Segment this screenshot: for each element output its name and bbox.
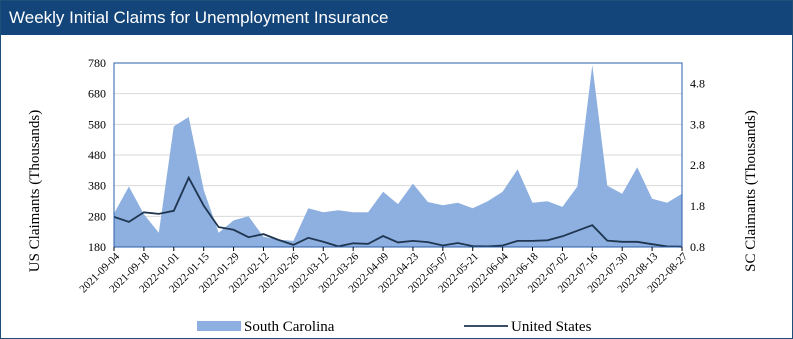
- right-axis-label: SC Claimants (Thousands): [743, 110, 759, 272]
- left-tick-label: 380: [88, 179, 106, 193]
- left-tick-label: 280: [88, 209, 106, 223]
- legend-south-carolina-swatch: [197, 321, 241, 331]
- united-states-line: [113, 175, 683, 248]
- plot-area-border: [113, 62, 683, 248]
- left-tick-label: 180: [88, 240, 106, 254]
- left-tick-label: 680: [88, 87, 106, 101]
- right-tick-label: 3.8: [690, 117, 705, 131]
- right-tick-label: 1.8: [690, 199, 705, 213]
- right-axis-ticks: 4.8 3.8 2.8 1.8 0.8: [690, 76, 705, 254]
- chart-title: Weekly Initial Claims for Unemployment I…: [9, 8, 389, 27]
- legend: South Carolina United States: [197, 319, 592, 335]
- title-bar: Weekly Initial Claims for Unemployment I…: [1, 1, 792, 35]
- right-tick-label: 4.8: [690, 76, 705, 90]
- left-axis-ticks: 780 680 580 480 380 280 180: [88, 56, 106, 254]
- legend-south-carolina-label: South Carolina: [244, 319, 335, 335]
- south-carolina-area: [114, 65, 682, 247]
- right-tick-label: 0.8: [690, 240, 705, 254]
- left-tick-label: 480: [88, 148, 106, 162]
- legend-united-states-label: United States: [511, 319, 592, 335]
- left-tick-label: 580: [88, 117, 106, 131]
- left-axis-label: US Claimants (Thousands): [27, 110, 43, 273]
- left-tick-label: 780: [88, 56, 106, 70]
- right-tick-label: 2.8: [690, 158, 705, 172]
